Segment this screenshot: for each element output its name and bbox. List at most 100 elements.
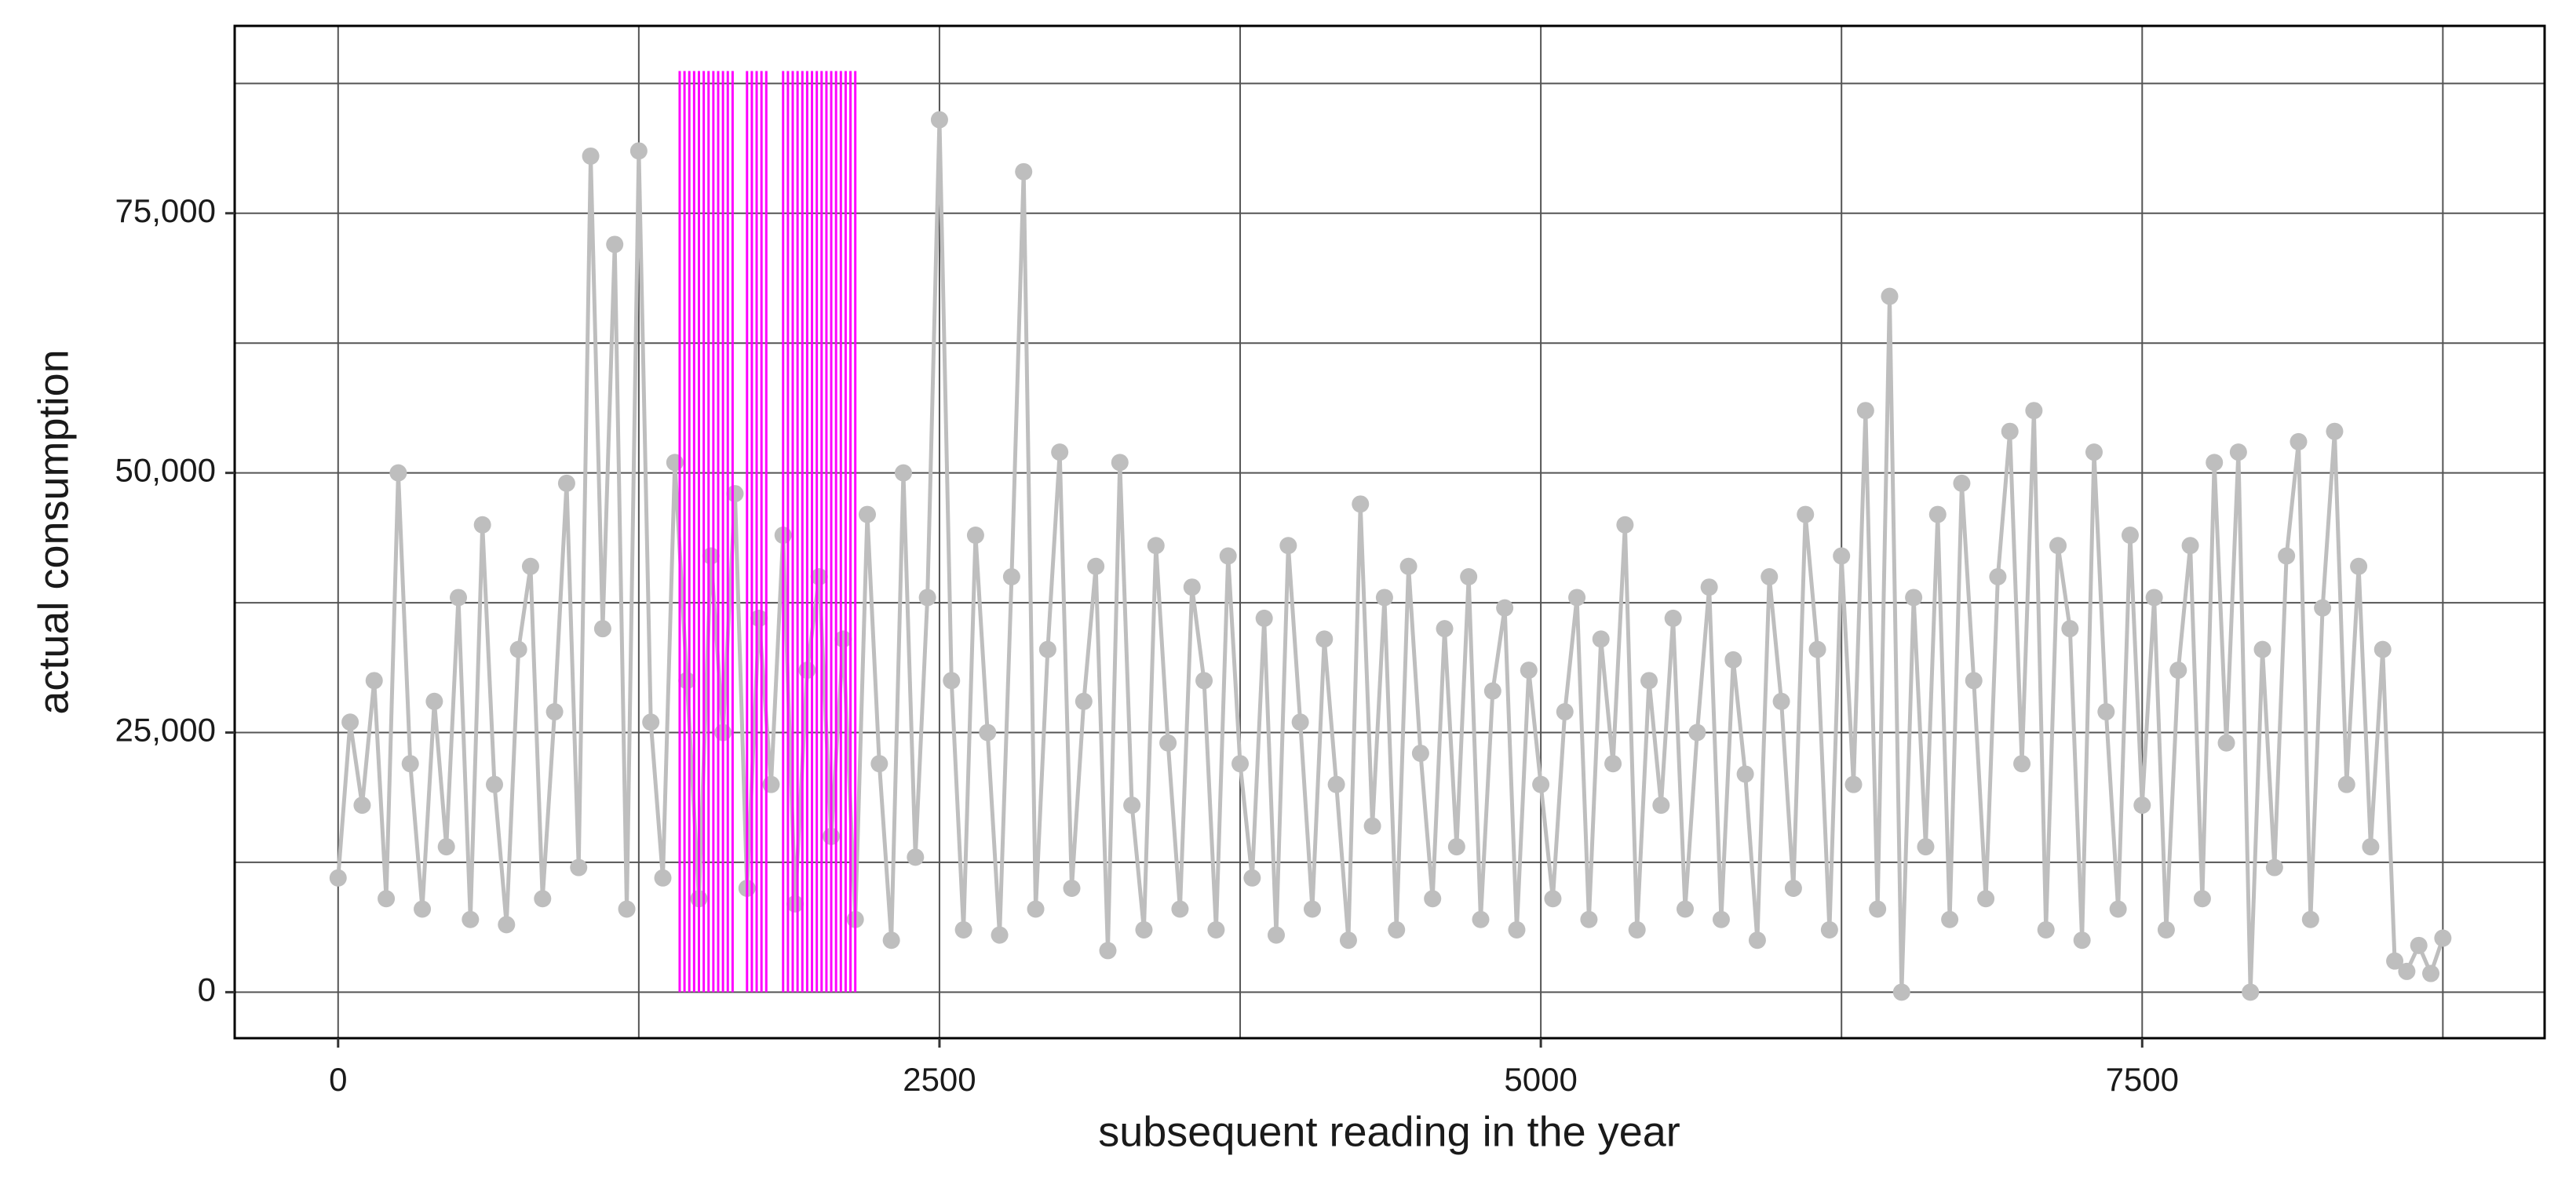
point (991, 926, 1009, 944)
point (2181, 537, 2199, 555)
point (1399, 557, 1418, 575)
y-tick-label: 0 (198, 971, 216, 1008)
point (1424, 890, 1442, 908)
point (1015, 162, 1033, 180)
point (1038, 640, 1056, 658)
plot-marks (329, 71, 2452, 1001)
point (1881, 287, 1899, 305)
point (1508, 920, 1526, 939)
point (437, 838, 455, 856)
point (786, 895, 805, 913)
point (1724, 651, 1742, 669)
point (1965, 672, 1983, 690)
point (1664, 609, 1682, 627)
point (678, 672, 696, 690)
point (930, 111, 948, 129)
point (642, 713, 660, 731)
point (1111, 454, 1129, 472)
point (2434, 929, 2452, 947)
point (425, 692, 443, 710)
point (2085, 443, 2103, 461)
point (2253, 640, 2271, 658)
point (557, 474, 575, 492)
point (1243, 869, 1261, 887)
point (2157, 920, 2175, 939)
point (2386, 952, 2404, 970)
point (750, 609, 768, 627)
point (2025, 402, 2043, 420)
point (1472, 910, 1490, 928)
point (365, 672, 383, 690)
point (2326, 422, 2344, 440)
point (1556, 703, 1574, 721)
point (1352, 495, 1370, 513)
point (1496, 599, 1514, 617)
point (654, 869, 672, 887)
point (498, 916, 516, 934)
point (966, 527, 984, 545)
point (1279, 537, 1297, 555)
point (2301, 910, 2319, 928)
point (894, 464, 912, 482)
point (1628, 920, 1646, 939)
point (762, 775, 780, 793)
point (943, 672, 961, 690)
point (329, 869, 347, 887)
point (1580, 910, 1598, 928)
point (414, 900, 432, 918)
point (2049, 537, 2067, 555)
x-tick-label: 0 (329, 1061, 347, 1098)
point (1761, 567, 1779, 585)
point (1087, 557, 1105, 575)
point (1892, 983, 1910, 1001)
point (810, 567, 828, 585)
point (1905, 589, 1923, 607)
point (1592, 630, 1610, 648)
point (1388, 920, 1406, 939)
point (1195, 672, 1213, 690)
point (666, 454, 684, 472)
panel-border (233, 24, 2546, 1040)
point (1123, 796, 1141, 815)
point (2337, 775, 2355, 793)
point (1844, 775, 1863, 793)
point (2061, 620, 2079, 638)
point (534, 890, 552, 908)
point (1002, 567, 1020, 585)
point (2037, 920, 2055, 939)
point (545, 703, 564, 721)
point (1688, 724, 1706, 742)
point (1483, 682, 1501, 700)
point (1231, 755, 1250, 773)
point (2422, 964, 2440, 982)
point (509, 640, 527, 658)
point (389, 464, 407, 482)
point (618, 900, 636, 918)
point (1928, 505, 1947, 523)
point (485, 775, 503, 793)
point (2362, 838, 2380, 856)
point (2217, 734, 2235, 752)
y-axis-title: actual consumption (30, 349, 77, 714)
point (2278, 547, 2296, 565)
point (1953, 474, 1971, 492)
point (2001, 422, 2019, 440)
point (1712, 910, 1730, 928)
point (2145, 589, 2163, 607)
point (1027, 900, 1045, 918)
point (450, 589, 468, 607)
point (473, 516, 491, 534)
point (353, 796, 371, 815)
point (1941, 910, 1959, 928)
point (606, 235, 624, 253)
point (1736, 765, 1754, 783)
point (726, 485, 744, 503)
point (882, 931, 900, 950)
point (1808, 640, 1826, 658)
x-tick-label: 2500 (903, 1061, 976, 1098)
point (1532, 775, 1550, 793)
point (870, 755, 888, 773)
point (918, 589, 936, 607)
point (907, 848, 925, 866)
point (1183, 578, 1201, 596)
